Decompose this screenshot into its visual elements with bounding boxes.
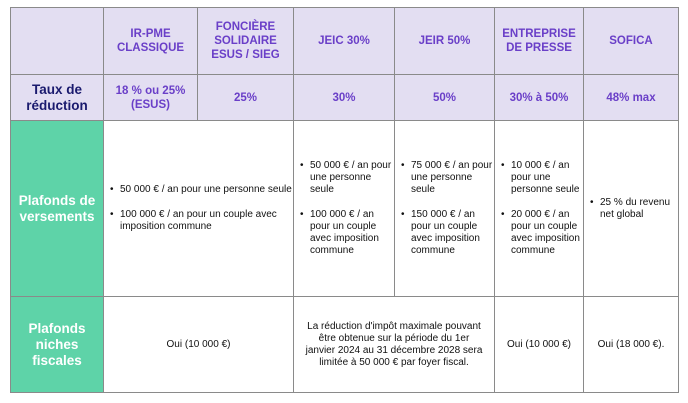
list-item: 100 000 € / an pour un couple avec impos… <box>110 209 293 233</box>
taux-jeic: 30% <box>293 74 395 121</box>
row-label-niches: Plafonds niches fiscales <box>10 296 104 393</box>
plafonds-presse-list: 10 000 € / an pour une personne seule 20… <box>495 160 583 257</box>
list-item: 10 000 € / an pour une personne seule <box>501 160 583 196</box>
taux-row: Taux de réduction 18 % ou 25% (ESUS) 25%… <box>10 74 679 121</box>
header-fonciere: FONCIÈRE SOLIDAIRE ESUS / SIEG <box>197 7 294 75</box>
plafonds-jeic: 50 000 € / an pour une personne seule 10… <box>293 120 395 297</box>
list-item: 50 000 € / an pour une personne seule <box>300 160 394 196</box>
taux-irpme: 18 % ou 25% (ESUS) <box>103 74 198 121</box>
table-container: IR-PME CLASSIQUE FONCIÈRE SOLIDAIRE ESUS… <box>10 7 679 393</box>
list-item: 75 000 € / an pour une personne seule <box>401 160 494 196</box>
taux-presse: 30% à 50% <box>494 74 584 121</box>
niches-sofica: Oui (18 000 €). <box>583 296 679 393</box>
plafonds-jeir: 75 000 € / an pour une personne seule 15… <box>394 120 495 297</box>
header-irpme: IR-PME CLASSIQUE <box>103 7 198 75</box>
list-item: 50 000 € / an pour une personne seule <box>110 184 293 196</box>
niches-row: Plafonds niches fiscales Oui (10 000 €) … <box>10 296 679 393</box>
plafonds-row: Plafonds de versements 50 000 € / an pou… <box>10 120 679 297</box>
list-item: 100 000 € / an pour un couple avec impos… <box>300 209 394 257</box>
taux-jeir: 50% <box>394 74 495 121</box>
list-item: 25 % du revenu net global <box>590 197 678 221</box>
list-item: 20 000 € / an pour un couple avec imposi… <box>501 209 583 257</box>
row-label-plafonds: Plafonds de versements <box>10 120 104 297</box>
list-item: 150 000 € / an pour un couple avec impos… <box>401 209 494 257</box>
header-jeir: JEIR 50% <box>394 7 495 75</box>
plafonds-irpme-fonciere: 50 000 € / an pour une personne seule 10… <box>103 120 294 297</box>
niches-presse: Oui (10 000 €) <box>494 296 584 393</box>
row-label-taux: Taux de réduction <box>10 74 104 121</box>
header-jeic: JEIC 30% <box>293 7 395 75</box>
plafonds-sofica: 25 % du revenu net global <box>583 120 679 297</box>
taux-fonciere: 25% <box>197 74 294 121</box>
plafonds-jeir-list: 75 000 € / an pour une personne seule 15… <box>395 160 494 257</box>
comparison-table: IR-PME CLASSIQUE FONCIÈRE SOLIDAIRE ESUS… <box>10 7 679 393</box>
header-sofica: SOFICA <box>583 7 679 75</box>
header-presse: ENTREPRISE DE PRESSE <box>494 7 584 75</box>
header-row: IR-PME CLASSIQUE FONCIÈRE SOLIDAIRE ESUS… <box>10 7 679 75</box>
corner-cell <box>10 7 104 75</box>
niches-irpme-fonciere: Oui (10 000 €) <box>103 296 294 393</box>
plafonds-sofica-list: 25 % du revenu net global <box>584 197 678 221</box>
plafonds-irpme-list: 50 000 € / an pour une personne seule 10… <box>104 184 293 233</box>
niches-jei: La réduction d'impôt maximale pouvant êt… <box>293 296 495 393</box>
plafonds-jeic-list: 50 000 € / an pour une personne seule 10… <box>294 160 394 257</box>
taux-sofica: 48% max <box>583 74 679 121</box>
plafonds-presse: 10 000 € / an pour une personne seule 20… <box>494 120 584 297</box>
